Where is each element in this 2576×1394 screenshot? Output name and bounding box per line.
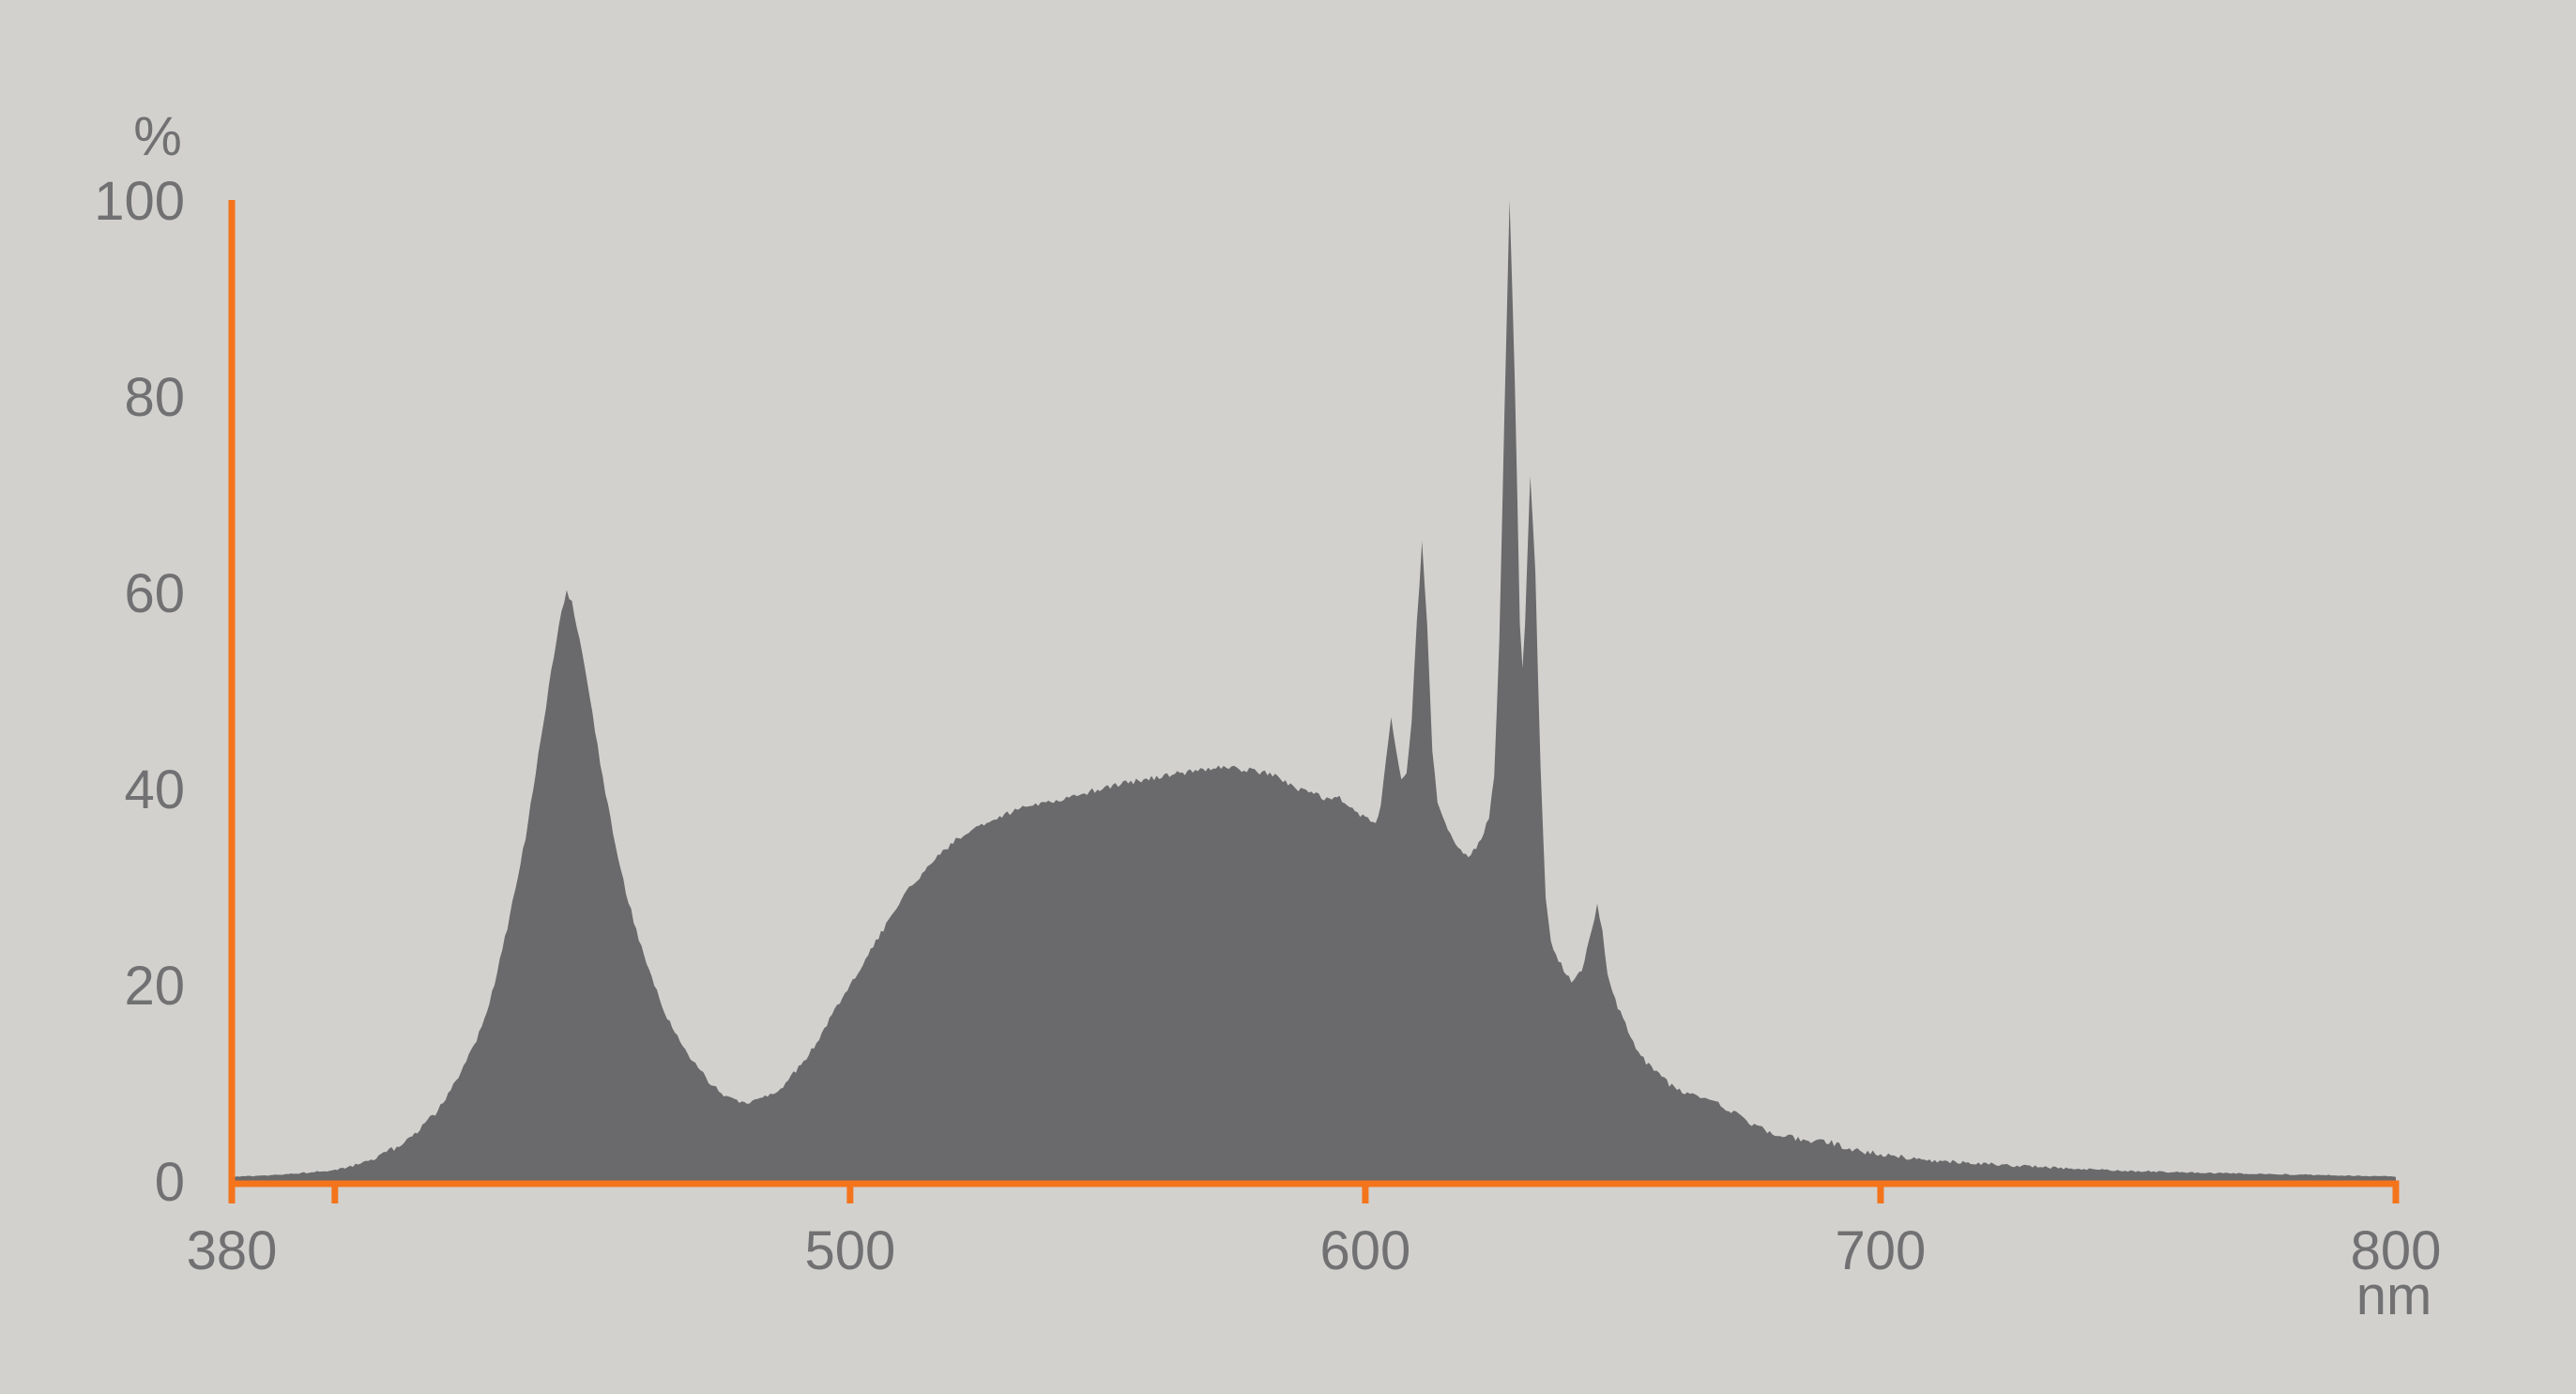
y-tick-label-40: 40 — [124, 759, 185, 820]
x-axis-ticks — [228, 1184, 2400, 1203]
spectrum-area-series — [232, 200, 2396, 1183]
x-tick-label-500: 500 — [804, 1220, 895, 1281]
y-tick-label-80: 80 — [124, 367, 185, 428]
axes — [228, 200, 2400, 1203]
y-axis-unit-label: % — [133, 106, 182, 167]
y-tick-label-0: 0 — [155, 1152, 185, 1213]
y-tick-label-100: 100 — [94, 171, 185, 232]
y-tick-label-60: 60 — [124, 563, 185, 624]
y-tick-label-20: 20 — [124, 956, 185, 1017]
x-axis-tick-labels: 380 500 600 700 800 — [187, 1220, 2442, 1281]
x-tick-label-600: 600 — [1320, 1220, 1411, 1281]
x-tick-label-800: 800 — [2351, 1220, 2442, 1281]
x-axis-unit-label: nm — [2356, 1265, 2432, 1326]
y-axis-tick-labels: 0 20 40 60 80 100 — [94, 171, 185, 1213]
x-tick-label-380: 380 — [187, 1220, 278, 1281]
x-tick-label-700: 700 — [1836, 1220, 1927, 1281]
